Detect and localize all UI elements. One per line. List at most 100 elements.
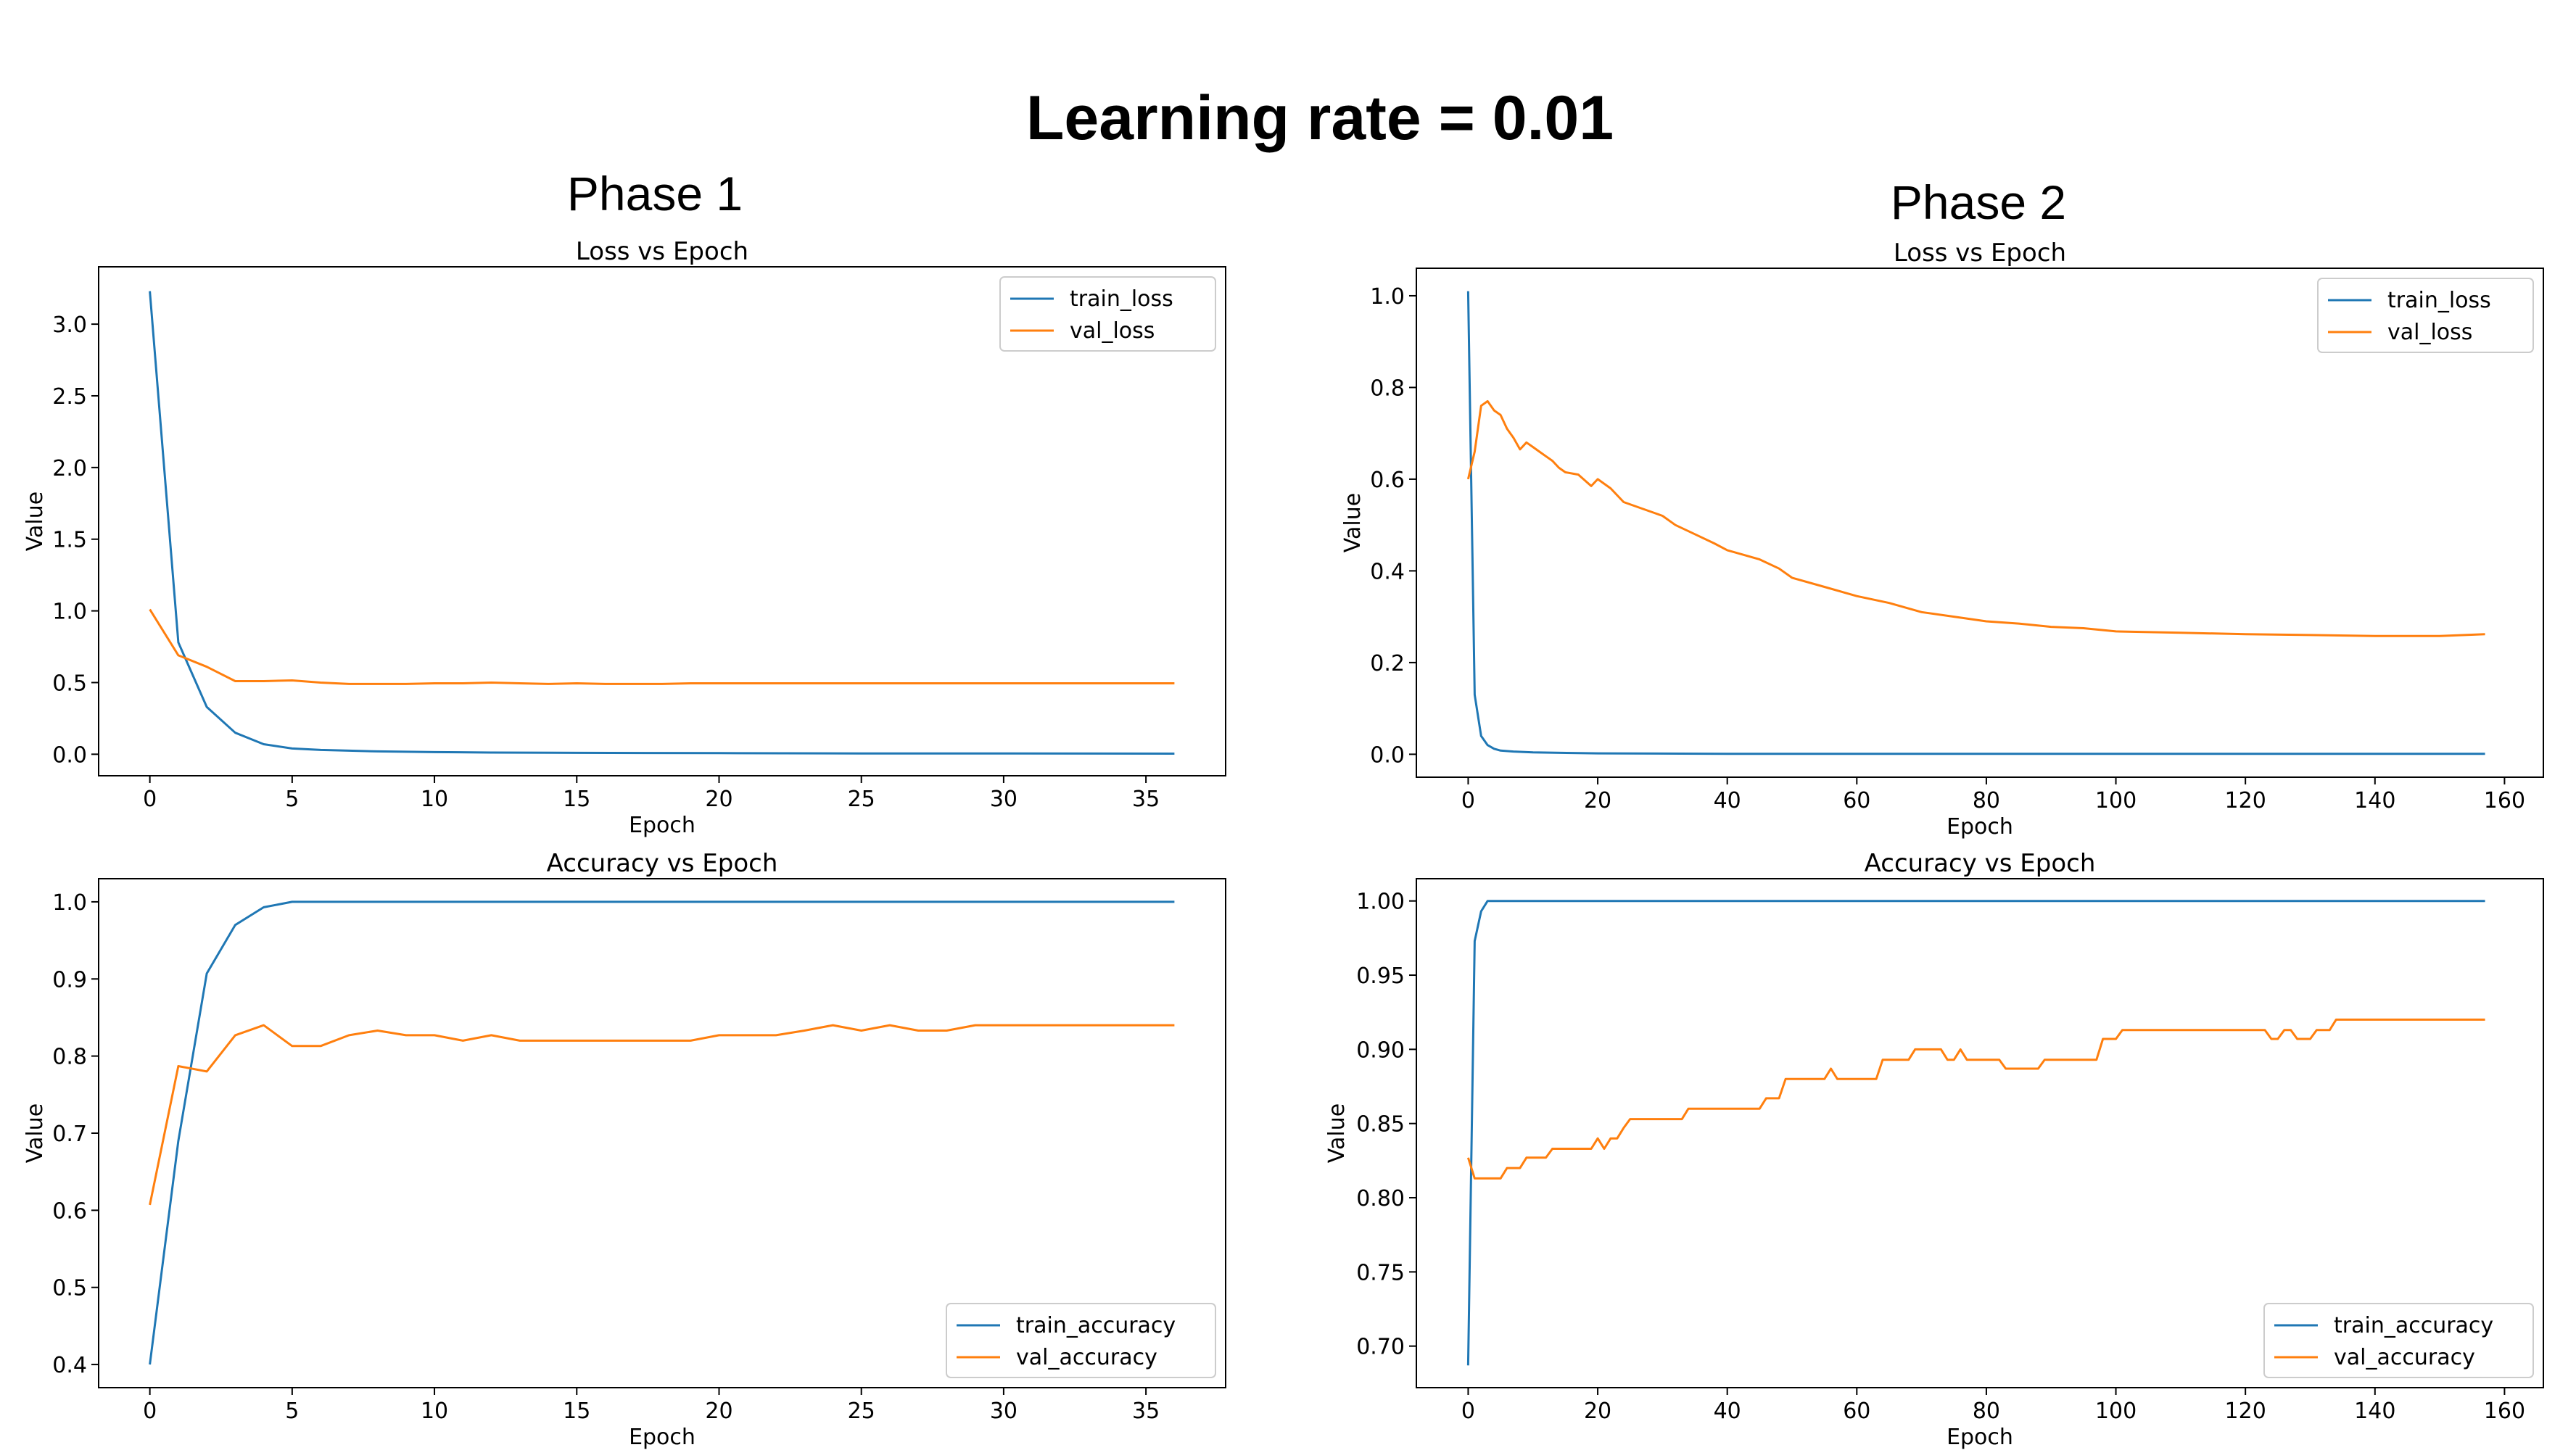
- x-tick-label: 140: [2354, 1399, 2395, 1424]
- phase-1-title: Phase 1: [567, 167, 743, 220]
- x-axis-label: Epoch: [629, 1425, 695, 1450]
- chart-title: Accuracy vs Epoch: [1865, 849, 2096, 878]
- plot-frame: [1416, 878, 2544, 1388]
- x-tick-label: 5: [285, 787, 299, 812]
- y-tick-label: 1.0: [52, 890, 87, 916]
- x-tick-label: 40: [1714, 1399, 1741, 1424]
- y-tick-label: 2.0: [52, 456, 87, 481]
- y-tick-label: 0.70: [1356, 1335, 1405, 1360]
- y-tick-label: 0.90: [1356, 1037, 1405, 1063]
- legend: train_loss val_loss: [2317, 278, 2534, 353]
- chart-1: Loss vs Epoch 0 5 10 15 20 25 30 35 0.0 0.5 1.0 1.5 2…: [22, 237, 1226, 838]
- plot-panels: Loss vs Epoch 0 5 10 15 20 25 30 35 0.0 0.5 1.0 1.5 2…: [22, 237, 2544, 1450]
- y-tick-label: 0.8: [1370, 376, 1405, 401]
- y-tick-label: 0.6: [1370, 468, 1405, 493]
- legend-label: train_accuracy: [1016, 1313, 1176, 1338]
- legend-label: train_accuracy: [2334, 1313, 2493, 1338]
- x-tick-label: 0: [143, 1399, 157, 1424]
- x-tick-label: 100: [2095, 1399, 2137, 1424]
- y-tick-label: 0.5: [52, 671, 87, 696]
- y-tick-label: 2.5: [52, 384, 87, 410]
- x-tick-label: 0: [143, 787, 157, 812]
- x-tick-label: 20: [705, 1399, 732, 1424]
- x-tick-label: 10: [421, 787, 448, 812]
- x-tick-label: 160: [2484, 788, 2525, 813]
- legend-label: val_accuracy: [2334, 1345, 2475, 1370]
- x-tick-label: 30: [990, 1399, 1017, 1424]
- y-tick-label: 0.95: [1356, 964, 1405, 989]
- y-tick-label: 0.80: [1356, 1186, 1405, 1211]
- x-tick-label: 80: [1973, 788, 2000, 813]
- x-tick-label: 30: [990, 787, 1017, 812]
- x-tick-label: 25: [848, 787, 875, 812]
- y-tick-label: 3.0: [52, 312, 87, 338]
- y-axis-label: Value: [22, 1103, 48, 1163]
- x-tick-label: 140: [2354, 788, 2395, 813]
- x-axis-label: Epoch: [1947, 814, 2013, 840]
- y-tick-label: 0.8: [52, 1045, 87, 1070]
- y-tick-label: 0.2: [1370, 651, 1405, 676]
- plot-frame: [1416, 268, 2544, 778]
- y-tick-label: 0.4: [52, 1353, 87, 1378]
- y-tick-label: 0.9: [52, 967, 87, 993]
- y-tick-label: 0.6: [52, 1198, 87, 1224]
- legend-box: [2263, 1303, 2534, 1378]
- y-tick-label: 0.75: [1356, 1260, 1405, 1285]
- x-tick-label: 0: [1461, 1399, 1475, 1424]
- legend-label: train_loss: [1070, 286, 1173, 312]
- plot-frame: [98, 266, 1226, 776]
- legend-box: [946, 1303, 1216, 1378]
- x-axis-label: Epoch: [629, 813, 695, 838]
- series-line-train_accuracy: [1466, 900, 2485, 1366]
- y-tick-label: 0.4: [1370, 559, 1405, 584]
- series-line-train_loss: [149, 291, 1175, 755]
- series-line-val_accuracy: [1466, 1018, 2485, 1180]
- y-tick-label: 1.00: [1356, 890, 1405, 915]
- y-tick-label: 1.5: [52, 528, 87, 553]
- y-tick-label: 1.0: [52, 600, 87, 625]
- series-line-val_loss: [149, 608, 1175, 685]
- x-tick-label: 25: [848, 1399, 875, 1424]
- x-tick-label: 15: [563, 787, 590, 812]
- series-line-train_accuracy: [149, 900, 1175, 1365]
- y-axis-label: Value: [22, 492, 48, 551]
- chart-3: Loss vs Epoch 0 20 40 60 80 100 120 140 160 0.0 0.2…: [1340, 239, 2544, 840]
- figure-title: Learning rate = 0.01: [1026, 83, 1614, 153]
- x-tick-label: 20: [1584, 1399, 1611, 1424]
- y-tick-label: 1.0: [1370, 284, 1405, 310]
- x-tick-label: 80: [1973, 1399, 2000, 1424]
- x-tick-label: 60: [1843, 788, 1870, 813]
- phase-2-title: Phase 2: [1891, 175, 2066, 229]
- plot-frame: [98, 878, 1226, 1388]
- y-tick-label: 0.0: [1370, 742, 1405, 768]
- series-line-train_loss: [1466, 291, 2485, 755]
- chart-title: Loss vs Epoch: [576, 237, 748, 266]
- chart-title: Accuracy vs Epoch: [547, 849, 778, 878]
- x-tick-label: 10: [421, 1399, 448, 1424]
- legend-label: train_loss: [2387, 288, 2491, 313]
- x-axis-label: Epoch: [1947, 1425, 2013, 1450]
- x-tick-label: 120: [2225, 788, 2266, 813]
- x-tick-label: 35: [1132, 1399, 1160, 1424]
- chart-title: Loss vs Epoch: [1894, 239, 2066, 268]
- x-tick-label: 60: [1843, 1399, 1870, 1424]
- chart-2: Accuracy vs Epoch 0 5 10 15 20 25 30 35 0.4 0.5 0.6…: [22, 849, 1226, 1450]
- legend: train_loss val_loss: [999, 276, 1216, 352]
- x-tick-label: 20: [1584, 788, 1611, 813]
- legend-label: val_loss: [2387, 320, 2472, 345]
- legend-label: val_accuracy: [1016, 1345, 1157, 1370]
- x-tick-label: 0: [1461, 788, 1475, 813]
- y-tick-label: 0.5: [52, 1276, 87, 1301]
- legend-label: val_loss: [1070, 318, 1155, 344]
- x-tick-label: 120: [2225, 1399, 2266, 1424]
- legend-box: [999, 276, 1216, 352]
- x-tick-label: 100: [2095, 788, 2137, 813]
- x-tick-label: 15: [563, 1399, 590, 1424]
- legend-box: [2317, 278, 2534, 353]
- legend: train_accuracy val_accuracy: [946, 1303, 1216, 1378]
- y-tick-label: 0.0: [52, 742, 87, 768]
- x-tick-label: 20: [705, 787, 732, 812]
- y-tick-label: 0.85: [1356, 1112, 1405, 1138]
- y-axis-label: Value: [1340, 493, 1366, 552]
